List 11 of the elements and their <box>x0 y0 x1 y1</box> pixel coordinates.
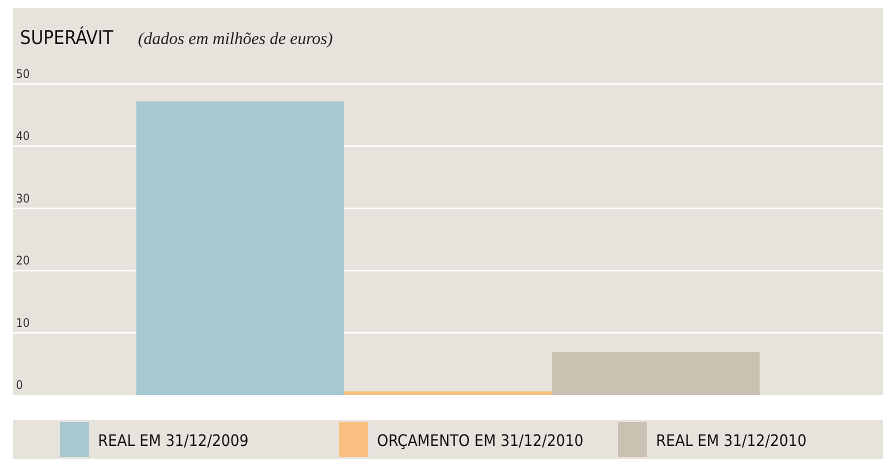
y-tick-label: 30 <box>16 191 30 206</box>
legend-label: ORÇAMENTO EM 31/12/2010 <box>377 431 584 450</box>
legend-label: REAL EM 31/12/2009 <box>98 431 249 450</box>
chart-subtitle: (dados em milhões de euros) <box>138 29 334 48</box>
y-tick-label: 50 <box>16 67 30 81</box>
y-tick-label: 10 <box>16 316 30 330</box>
legend-label: REAL EM 31/12/2010 <box>656 431 807 450</box>
y-tick-label: 20 <box>16 254 30 268</box>
y-tick-label: 40 <box>16 129 30 144</box>
chart-title: SUPERÁVIT <box>20 26 114 49</box>
y-tick-label: 0 <box>16 378 23 392</box>
